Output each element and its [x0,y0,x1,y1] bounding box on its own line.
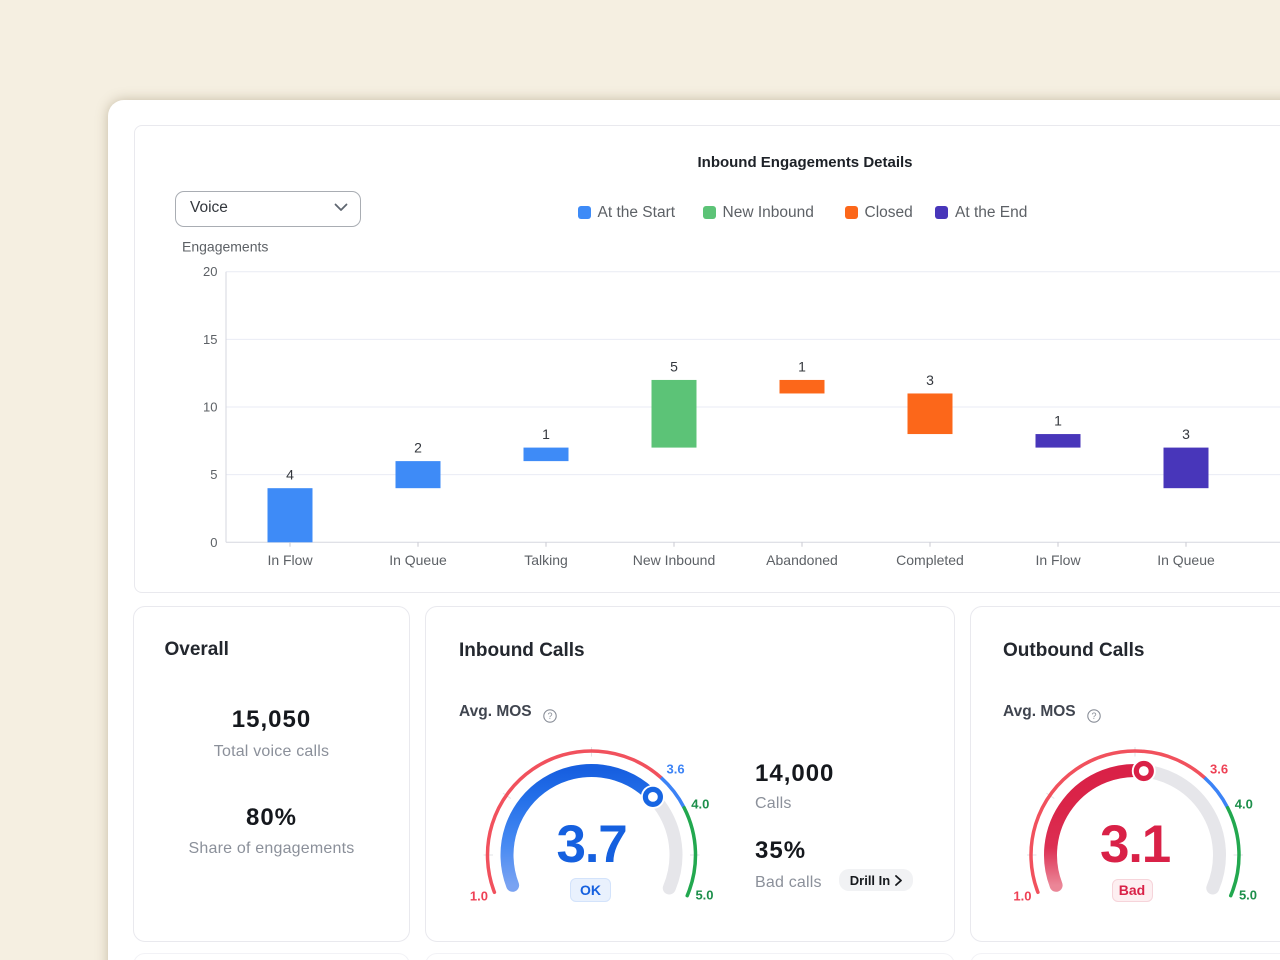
svg-text:5: 5 [670,358,678,374]
svg-text:Abandoned: Abandoned [766,552,838,568]
svg-text:1: 1 [542,426,550,442]
svg-text:In Queue: In Queue [389,552,447,568]
svg-text:1.0: 1.0 [470,888,488,903]
svg-text:?: ? [1091,711,1096,721]
svg-text:New Inbound: New Inbound [633,552,716,568]
svg-text:Completed: Completed [896,552,964,568]
svg-text:3: 3 [926,372,934,388]
svg-text:10: 10 [203,400,217,415]
svg-text:3.6: 3.6 [1210,761,1228,776]
svg-text:0: 0 [210,535,217,550]
svg-text:20: 20 [203,264,217,279]
svg-text:5: 5 [210,467,217,482]
svg-text:4: 4 [286,467,294,483]
svg-text:3.6: 3.6 [667,761,685,776]
svg-text:1: 1 [798,358,806,374]
svg-text:?: ? [547,711,552,721]
svg-text:4.0: 4.0 [1235,797,1253,812]
svg-text:1: 1 [1054,413,1062,429]
svg-text:4.0: 4.0 [691,797,709,812]
svg-text:3: 3 [1182,426,1190,442]
svg-text:5.0: 5.0 [695,888,713,903]
svg-text:15: 15 [203,332,217,347]
svg-text:5.0: 5.0 [1239,888,1257,903]
svg-text:Talking: Talking [524,552,568,568]
svg-text:In Flow: In Flow [1035,552,1081,568]
svg-text:In Flow: In Flow [267,552,313,568]
svg-text:In Queue: In Queue [1157,552,1215,568]
svg-text:Engagements: Engagements [182,239,268,255]
svg-text:2: 2 [414,440,422,456]
svg-text:1.0: 1.0 [1013,888,1031,903]
